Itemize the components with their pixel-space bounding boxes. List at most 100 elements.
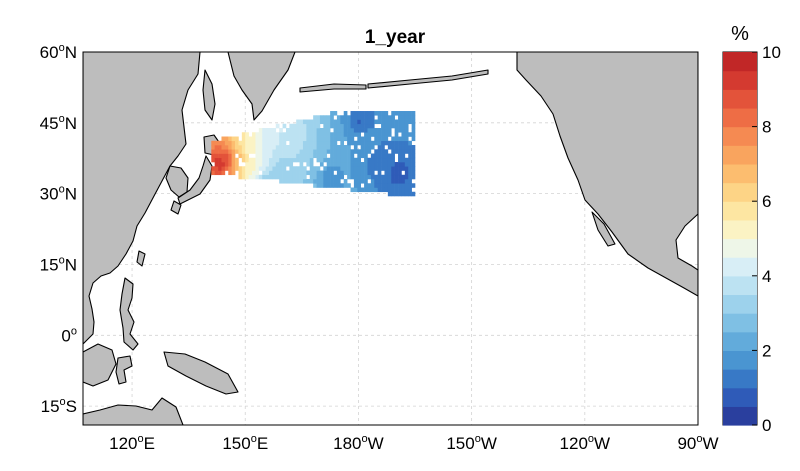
probability-cell xyxy=(262,140,266,146)
probability-field xyxy=(211,111,416,197)
probability-cell xyxy=(404,115,409,120)
probability-cell xyxy=(367,166,372,171)
probability-cell xyxy=(384,179,389,184)
probability-cell xyxy=(214,140,219,146)
probability-cell xyxy=(262,174,266,180)
probability-cell xyxy=(394,170,399,176)
probability-cell xyxy=(221,162,226,167)
probability-cell xyxy=(221,136,226,142)
probability-cell xyxy=(398,157,402,163)
probability-cell xyxy=(411,191,416,197)
probability-cell xyxy=(292,140,297,146)
probability-cell xyxy=(360,115,365,120)
probability-cell xyxy=(357,170,361,176)
probability-cell xyxy=(347,123,351,129)
probability-cell xyxy=(391,145,395,150)
probability-cell xyxy=(306,170,311,176)
probability-cell xyxy=(343,183,348,188)
probability-cell xyxy=(357,187,361,193)
probability-cell xyxy=(350,157,355,163)
probability-cell xyxy=(401,162,406,167)
probability-cell xyxy=(360,170,365,176)
probability-cell xyxy=(391,157,395,163)
probability-cell xyxy=(408,149,412,154)
colorbar-tick-label: 8 xyxy=(762,118,771,137)
probability-cell xyxy=(391,140,395,146)
probability-cell xyxy=(394,174,399,180)
probability-cell xyxy=(377,111,382,116)
probability-cell xyxy=(316,183,321,188)
probability-cell xyxy=(272,162,277,167)
colorbar-level xyxy=(723,201,757,221)
probability-cell xyxy=(269,153,273,159)
probability-cell xyxy=(309,174,314,180)
probability-cell xyxy=(289,174,294,180)
colorbar-level xyxy=(723,331,757,351)
probability-cell xyxy=(245,140,249,146)
probability-cell xyxy=(279,153,283,159)
colorbar-tick-label: 2 xyxy=(762,341,771,360)
probability-cell xyxy=(340,145,345,150)
probability-cell xyxy=(241,166,246,171)
probability-cell xyxy=(296,132,300,137)
probability-cell xyxy=(408,111,412,116)
probability-cell xyxy=(347,132,351,137)
probability-cell xyxy=(296,153,300,159)
probability-cell xyxy=(357,123,361,129)
probability-cell xyxy=(340,153,345,159)
probability-cell xyxy=(404,157,409,163)
probability-cell xyxy=(282,153,287,159)
probability-cell xyxy=(398,174,402,180)
probability-cell xyxy=(343,132,348,137)
probability-cell xyxy=(391,136,395,142)
probability-cell xyxy=(272,145,277,150)
probability-cell xyxy=(377,179,382,184)
probability-cell xyxy=(336,174,341,180)
probability-cell xyxy=(333,123,338,129)
probability-cell xyxy=(350,174,355,180)
probability-cell xyxy=(411,132,416,137)
probability-cell xyxy=(255,153,260,159)
probability-cell xyxy=(377,183,382,188)
probability-cell xyxy=(289,157,294,163)
probability-cell xyxy=(408,166,412,171)
probability-cell xyxy=(353,123,358,129)
probability-cell xyxy=(214,166,219,171)
probability-cell xyxy=(323,179,328,184)
probability-cell xyxy=(404,145,409,150)
probability-cell xyxy=(357,183,361,188)
probability-cell xyxy=(401,183,406,188)
probability-cell xyxy=(231,136,236,142)
probability-cell xyxy=(269,132,273,137)
probability-cell xyxy=(235,145,239,150)
probability-cell xyxy=(289,166,294,171)
probability-cell xyxy=(248,145,253,150)
probability-cell xyxy=(269,162,273,167)
probability-cell xyxy=(255,166,260,171)
probability-cell xyxy=(228,162,232,167)
probability-cell xyxy=(224,157,229,163)
probability-cell xyxy=(292,132,297,137)
probability-cell xyxy=(258,128,263,133)
probability-cell xyxy=(381,149,385,154)
probability-cell xyxy=(340,115,345,120)
probability-cell xyxy=(398,170,402,176)
probability-cell xyxy=(404,132,409,137)
probability-cell xyxy=(272,170,277,176)
probability-cell xyxy=(336,153,341,159)
probability-cell xyxy=(319,179,324,184)
probability-cell xyxy=(367,157,372,163)
probability-cell xyxy=(231,166,236,171)
probability-cell xyxy=(214,162,219,167)
probability-cell xyxy=(370,162,375,167)
probability-cell xyxy=(279,145,283,150)
probability-cell xyxy=(309,119,314,125)
probability-cell xyxy=(330,123,334,129)
probability-cell xyxy=(319,119,324,125)
colorbar-level xyxy=(723,70,757,90)
probability-cell xyxy=(411,162,416,167)
probability-cell xyxy=(269,170,273,176)
probability-cell xyxy=(228,170,232,176)
probability-cell xyxy=(248,166,253,171)
probability-cell xyxy=(364,132,368,137)
